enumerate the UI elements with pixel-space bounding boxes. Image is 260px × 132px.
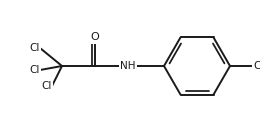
Text: NH: NH bbox=[120, 61, 135, 71]
Text: Cl: Cl bbox=[30, 43, 40, 53]
Text: Cl: Cl bbox=[42, 81, 52, 91]
Text: CH₃: CH₃ bbox=[253, 61, 260, 71]
Text: Cl: Cl bbox=[30, 65, 40, 75]
Text: O: O bbox=[91, 32, 99, 42]
